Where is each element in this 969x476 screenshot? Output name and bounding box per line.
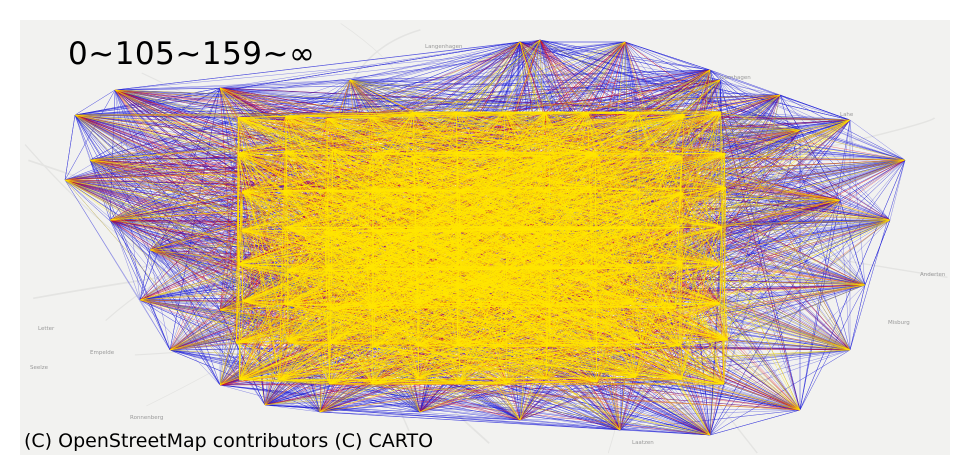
place-label: Seelze [30,365,49,371]
place-label: Misburg [888,320,910,326]
flow-network [24,23,948,454]
place-label: Anderten [920,272,946,278]
place-label: Lahe [840,112,854,118]
bin-legend: 0~105~159~∞ [68,36,316,72]
place-label: Empelde [90,350,115,356]
map-attribution: (C) OpenStreetMap contributors (C) CARTO [24,430,434,452]
place-label: Ronnenberg [130,415,164,421]
place-label: Laatzen [632,440,654,446]
map-canvas[interactable]: Langenhagen Lahe Laatzen Ronnenberg Empe… [20,20,950,455]
flow-lines-high [64,39,906,436]
place-label: Langenhagen [425,44,463,50]
place-label: Letter [38,326,55,332]
place-label: Isernhagen [720,75,751,81]
